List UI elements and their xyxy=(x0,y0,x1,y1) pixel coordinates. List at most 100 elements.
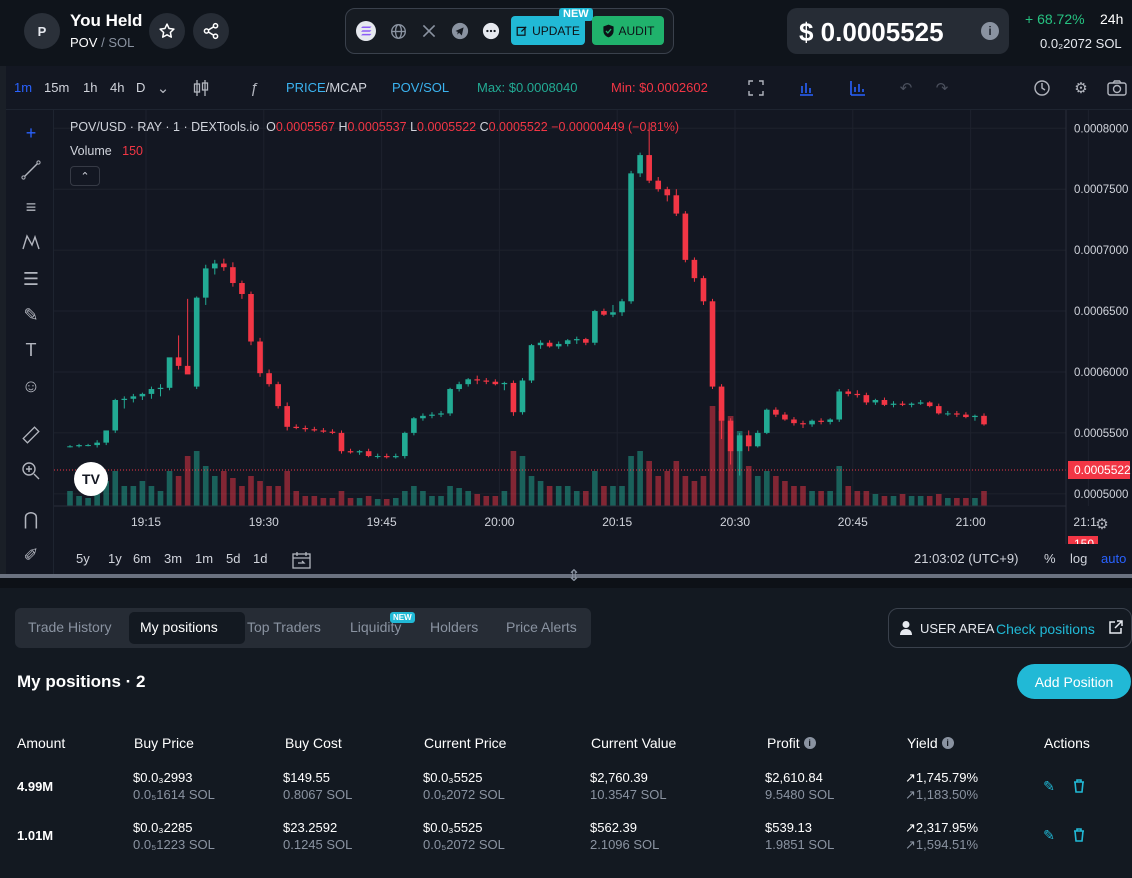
trades-marker-icon[interactable] xyxy=(796,78,816,98)
current-price-tag-bg xyxy=(1068,461,1130,479)
goto-date-icon[interactable] xyxy=(292,551,312,572)
candlestick-chart[interactable]: 0.0005000 0.0005500 0.0006000 0.0006500 0.00… xyxy=(54,110,1132,544)
tradingview-logo[interactable]: TV xyxy=(74,462,108,496)
magnet-icon[interactable]: ⋂ xyxy=(23,508,39,529)
trash-icon[interactable] xyxy=(1071,827,1087,843)
percent-toggle[interactable]: % xyxy=(1044,551,1056,566)
edit-icon[interactable]: ✎ xyxy=(1043,826,1055,843)
undo-icon[interactable]: ↶ xyxy=(899,80,913,97)
ruler-icon[interactable] xyxy=(20,424,42,446)
candle-body xyxy=(184,365,191,375)
range-6m[interactable]: 6m xyxy=(133,551,152,566)
timeframe-d[interactable]: D xyxy=(136,80,146,95)
volume-legend: Volume 150 xyxy=(70,144,143,158)
panel-resizer[interactable] xyxy=(0,574,1132,578)
favorite-button[interactable] xyxy=(149,13,185,49)
camera-icon[interactable] xyxy=(1107,78,1127,98)
candle-body xyxy=(655,180,662,190)
candle-type-icon[interactable] xyxy=(191,78,211,98)
candle-body xyxy=(800,423,806,425)
horizontal-lines-icon[interactable]: ≡ xyxy=(25,196,37,217)
row-current-value-sol: 10.3547 SOL xyxy=(590,787,667,802)
x-tick-label: 20:30 xyxy=(720,515,750,529)
more-icon[interactable] xyxy=(481,21,501,41)
fib-icon[interactable]: ☰ xyxy=(22,268,40,289)
trash-icon[interactable] xyxy=(1071,778,1087,794)
tab-liquidity[interactable]: Liquidity xyxy=(350,619,402,635)
pair-toggle[interactable]: POV/SOL xyxy=(392,80,450,95)
range-1m[interactable]: 1m xyxy=(195,551,214,566)
price-candles xyxy=(67,122,987,476)
timezone-label[interactable]: 21:03:02 (UTC+9) xyxy=(914,551,1019,566)
resize-arrows-icon[interactable]: ⇕ xyxy=(567,568,581,585)
range-1d[interactable]: 1d xyxy=(253,551,268,566)
candle-body xyxy=(954,413,960,415)
pattern-icon[interactable] xyxy=(20,231,42,253)
add-position-button[interactable]: Add Position xyxy=(1017,664,1131,699)
check-positions-link[interactable]: Check positions xyxy=(996,621,1095,637)
redo-icon[interactable]: ↷ xyxy=(935,80,949,97)
audit-button[interactable]: AUDIT xyxy=(592,16,664,45)
profit-info-icon[interactable]: i xyxy=(803,737,816,749)
auto-toggle[interactable]: auto xyxy=(1101,551,1127,566)
fullscreen-icon[interactable] xyxy=(746,78,766,98)
candle-body xyxy=(211,263,218,269)
price-mcap-toggle[interactable]: PRICE/MCAP xyxy=(286,80,367,95)
zoom-in-icon[interactable] xyxy=(20,460,42,482)
user-area-box[interactable]: USER AREA Check positions xyxy=(888,608,1132,648)
telegram-icon[interactable] xyxy=(450,21,470,41)
volume-bar xyxy=(963,498,969,506)
x-tick-label: 19:15 xyxy=(131,515,161,529)
volume-bar xyxy=(121,486,128,506)
range-3m[interactable]: 3m xyxy=(164,551,183,566)
bar-chart-icon[interactable] xyxy=(848,78,868,98)
range-5d[interactable]: 5d xyxy=(226,551,241,566)
col-profit: Profit i xyxy=(767,735,816,751)
close-value: 0.0005522 xyxy=(488,120,548,134)
emoji-icon[interactable]: ☺ xyxy=(21,375,41,396)
user-area-label: USER AREA xyxy=(920,621,995,636)
text-tool-icon[interactable]: T xyxy=(25,339,37,360)
website-icon[interactable] xyxy=(388,21,408,41)
log-toggle[interactable]: log xyxy=(1070,551,1088,566)
candle-body xyxy=(402,432,408,457)
row-buy-cost-usd: $23.2592 xyxy=(283,820,338,835)
x-twitter-icon[interactable] xyxy=(419,21,439,41)
tab-my-positions[interactable]: My positions xyxy=(140,619,218,635)
settings-gear-icon[interactable]: ⚙ xyxy=(1074,80,1088,97)
volume-bar xyxy=(438,496,444,506)
tab-trade-history[interactable]: Trade History xyxy=(28,619,112,635)
edit-icon[interactable]: ✎ xyxy=(1043,777,1055,794)
trend-line-icon[interactable] xyxy=(20,159,42,181)
range-1y[interactable]: 1y xyxy=(108,551,122,566)
axis-settings-icon[interactable]: ⚙ xyxy=(1095,516,1109,533)
range-5y[interactable]: 5y xyxy=(76,551,90,566)
close-label: C xyxy=(479,120,489,134)
yield-info-icon[interactable]: i xyxy=(941,737,954,749)
timeframe-1m[interactable]: 1m xyxy=(14,80,33,95)
crosshair-icon[interactable]: + xyxy=(25,122,37,143)
collapse-legend-button[interactable]: ⌃ xyxy=(70,166,100,186)
chevron-down-icon[interactable]: ⌄ xyxy=(156,80,170,97)
timeframe-1h[interactable]: 1h xyxy=(83,80,98,95)
tab-holders[interactable]: Holders xyxy=(430,619,479,635)
volume-bar xyxy=(85,498,91,506)
candle-body xyxy=(917,402,924,404)
share-button[interactable] xyxy=(193,13,229,49)
volume-bar xyxy=(248,476,254,506)
new-badge: NEW xyxy=(559,8,593,21)
alert-clock-icon[interactable] xyxy=(1032,78,1052,98)
tab-price-alerts[interactable]: Price Alerts xyxy=(506,619,577,635)
solana-icon[interactable] xyxy=(356,21,376,41)
info-icon[interactable]: i xyxy=(981,22,999,40)
indicators-icon[interactable]: ƒ xyxy=(249,79,259,97)
lock-drawing-icon[interactable]: ✐ xyxy=(23,544,39,565)
candle-body xyxy=(899,403,906,405)
volume-bar xyxy=(926,496,933,506)
timeframe-4h[interactable]: 4h xyxy=(110,80,125,95)
brush-icon[interactable]: ✎ xyxy=(23,304,39,325)
external-link-icon xyxy=(1109,620,1123,634)
tab-top-traders[interactable]: Top Traders xyxy=(247,619,321,635)
timeframe-15m[interactable]: 15m xyxy=(44,80,70,95)
col-current-price-label: Current Price xyxy=(424,735,507,751)
